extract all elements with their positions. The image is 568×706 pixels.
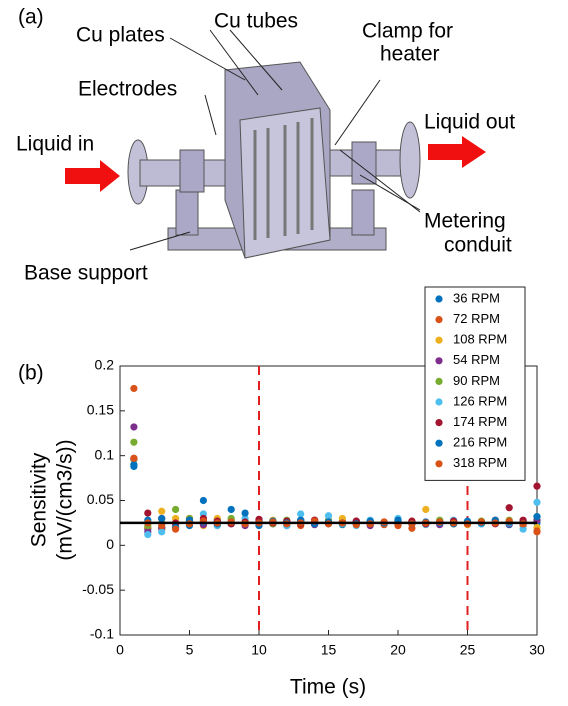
y-tick-label: 0.2 — [95, 357, 115, 373]
point — [172, 526, 179, 533]
legend-label: 174 RPM — [453, 414, 507, 429]
part-label: Electrodes — [78, 78, 177, 101]
x-tick-label: 15 — [321, 642, 337, 658]
point — [533, 483, 540, 490]
point — [422, 506, 429, 513]
x-axis-label: Time (s) — [290, 676, 366, 699]
right-support — [352, 190, 374, 235]
point — [172, 506, 179, 513]
inlet-clamp — [180, 150, 204, 192]
x-tick-label: 20 — [390, 642, 406, 658]
part-label: Liquid out — [424, 111, 515, 134]
y-tick-label: -0.1 — [90, 626, 114, 642]
legend-label: 318 RPM — [453, 455, 507, 470]
legend-marker — [435, 357, 442, 364]
x-tick-label: 10 — [251, 642, 267, 658]
y-tick-label: 0.15 — [87, 402, 114, 418]
point — [200, 497, 207, 504]
point — [158, 528, 165, 535]
point — [506, 504, 513, 511]
legend-label: 90 RPM — [453, 373, 500, 388]
part-label: Base support — [24, 262, 148, 285]
point — [144, 509, 151, 516]
legend-marker — [435, 460, 442, 467]
legend-marker — [435, 398, 442, 405]
legend-label: 54 RPM — [453, 352, 500, 367]
x-tick-label: 30 — [529, 642, 545, 658]
left-support — [176, 190, 198, 235]
y-axis-label: Sensitivity — [28, 452, 51, 547]
part-label: Metering — [424, 210, 506, 233]
legend-marker — [435, 440, 442, 447]
point — [130, 461, 137, 468]
arrow-out — [428, 136, 486, 168]
legend-label: 36 RPM — [453, 290, 500, 305]
point — [130, 423, 137, 430]
point — [144, 531, 151, 538]
point — [533, 527, 540, 534]
y-axis-label: (mV/(cm3/s)) — [54, 439, 77, 560]
outlet-flange — [400, 122, 420, 198]
legend-label: 126 RPM — [453, 393, 507, 408]
arrow-in — [65, 160, 120, 192]
x-tick-label: 5 — [186, 642, 194, 658]
part-label: Clamp for — [362, 20, 453, 43]
part-label: Cu tubes — [214, 10, 298, 33]
y-tick-label: -0.05 — [82, 581, 114, 597]
x-tick-label: 0 — [116, 642, 124, 658]
point — [130, 385, 137, 392]
legend-marker — [435, 337, 442, 344]
part-label: conduit — [444, 234, 512, 257]
point — [130, 455, 137, 462]
part-label: heater — [380, 43, 440, 66]
legend-marker — [435, 378, 442, 385]
figure: (a) Cu plates Cu tubes Clamp for heater … — [0, 0, 568, 706]
legend-marker — [435, 316, 442, 323]
y-tick-label: 0.05 — [87, 491, 114, 507]
point — [130, 439, 137, 446]
legend-label: 72 RPM — [453, 311, 500, 326]
legend-label: 108 RPM — [453, 332, 507, 347]
point — [242, 509, 249, 516]
point — [158, 508, 165, 515]
panel-label: (b) — [18, 362, 44, 385]
y-tick-label: 0.1 — [95, 446, 115, 462]
legend-marker — [435, 419, 442, 426]
point — [228, 506, 235, 513]
point — [158, 515, 165, 522]
legend-marker — [435, 295, 442, 302]
part-label: Cu plates — [76, 24, 165, 47]
x-tick-label: 25 — [460, 642, 476, 658]
point — [533, 513, 540, 520]
legend-label: 216 RPM — [453, 435, 507, 450]
panel-label: (a) — [18, 6, 44, 29]
point — [533, 499, 540, 506]
y-tick-label: 0 — [106, 536, 114, 552]
point — [325, 512, 332, 519]
point — [297, 510, 304, 517]
part-label: Liquid in — [16, 133, 94, 156]
